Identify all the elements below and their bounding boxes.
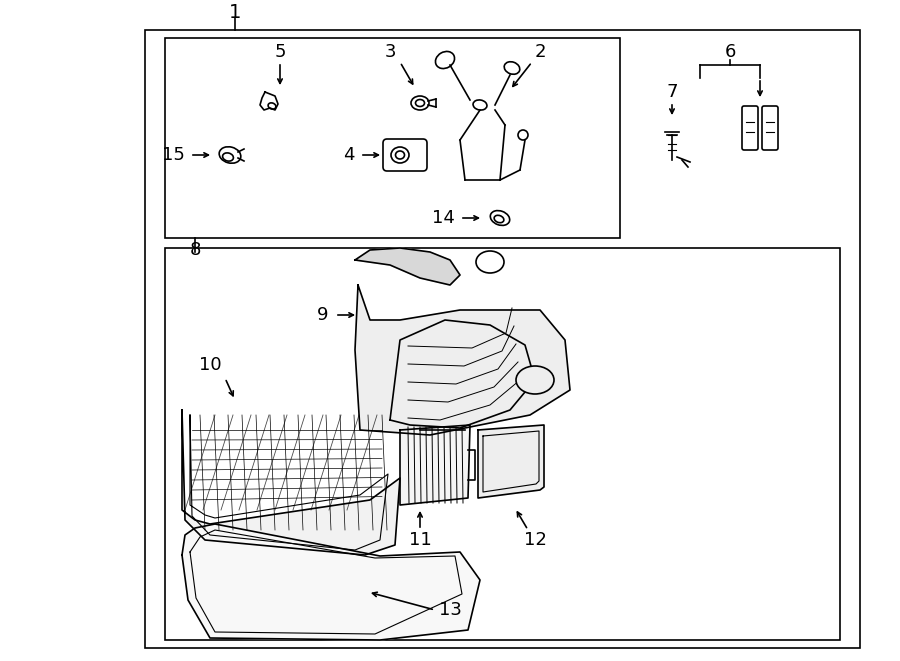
Bar <box>165 248 840 640</box>
Text: 3: 3 <box>384 43 396 61</box>
Polygon shape <box>355 285 570 435</box>
Text: 8: 8 <box>189 241 201 259</box>
Text: 6: 6 <box>724 43 735 61</box>
Polygon shape <box>355 248 460 285</box>
Bar <box>165 38 620 238</box>
Text: 1: 1 <box>229 3 241 22</box>
Text: 12: 12 <box>524 531 546 549</box>
Text: 7: 7 <box>666 83 678 101</box>
Ellipse shape <box>516 366 554 394</box>
Text: 10: 10 <box>199 356 221 374</box>
Polygon shape <box>400 425 470 505</box>
Polygon shape <box>182 410 400 555</box>
Text: 11: 11 <box>409 531 431 549</box>
Text: 15: 15 <box>162 146 185 164</box>
Text: 13: 13 <box>438 601 462 619</box>
Text: 4: 4 <box>344 146 355 164</box>
Text: 2: 2 <box>535 43 545 61</box>
Polygon shape <box>478 425 544 498</box>
Text: 5: 5 <box>274 43 286 61</box>
Text: 14: 14 <box>432 209 455 227</box>
Bar <box>145 30 860 648</box>
Text: 9: 9 <box>317 306 328 324</box>
Polygon shape <box>182 524 480 640</box>
